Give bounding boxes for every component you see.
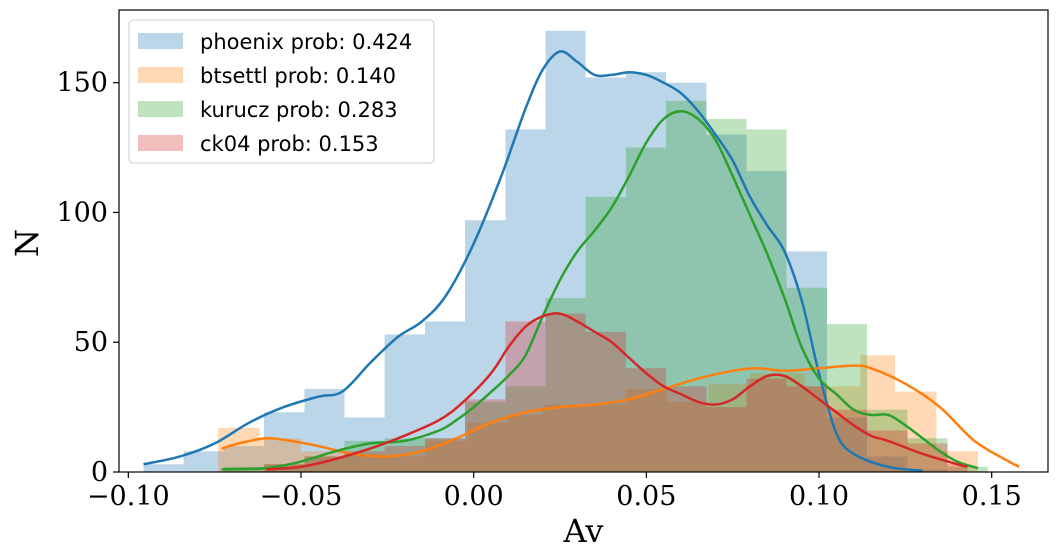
bar-btsettl-5 (425, 440, 467, 472)
bar-phoenix-1 (183, 451, 224, 472)
bar-ck04-7 (545, 313, 586, 472)
bar-kurucz-11 (666, 100, 707, 472)
x-axis-label: Av (563, 512, 604, 550)
legend-swatch-btsettl (138, 67, 183, 83)
bar-ck04-11 (706, 407, 747, 472)
legend-label-kurucz: kurucz prob: 0.283 (200, 98, 398, 122)
x-tick-label: −0.05 (260, 481, 343, 512)
x-tick-label: 0.10 (789, 481, 849, 512)
bar-kurucz-15 (826, 324, 868, 472)
legend-label-phoenix: phoenix prob: 0.424 (200, 30, 412, 54)
bar-kurucz-10 (625, 147, 667, 472)
legend-label-ck04: ck04 prob: 0.153 (200, 132, 379, 156)
bar-kurucz-6 (465, 401, 506, 472)
bar-kurucz-13 (746, 129, 787, 473)
legend-swatch-phoenix (138, 33, 183, 49)
bar-btsettl-0 (218, 427, 260, 472)
x-tick-label: 0.15 (962, 481, 1022, 512)
bar-kurucz-9 (585, 196, 626, 472)
bar-phoenix-16 (786, 251, 827, 472)
y-tick-label: 150 (56, 68, 108, 99)
bar-phoenix-12 (625, 72, 667, 472)
y-axis-ticks: 0 50 100 150 (56, 68, 119, 488)
bar-btsettl-10 (625, 388, 668, 472)
bar-btsettl-11 (667, 401, 709, 472)
bar-ck04-6 (505, 321, 546, 472)
kde-line-kurucz (221, 109, 979, 471)
x-axis-ticks: −0.10 −0.05 0.00 0.05 0.10 0.15 (87, 472, 1022, 512)
bar-btsettl-3 (342, 453, 384, 472)
legend-label-btsettl: btsettl prob: 0.140 (200, 64, 396, 88)
y-axis-label: N (8, 229, 46, 257)
y-tick-label: 50 (74, 327, 108, 358)
bar-kurucz-8 (545, 298, 586, 472)
bar-btsettl-7 (508, 414, 543, 472)
bar-ck04-10 (666, 386, 707, 472)
x-tick-label: 0.00 (444, 481, 504, 512)
bar-phoenix-13 (666, 82, 707, 472)
bar-btsettl-8 (542, 404, 585, 472)
bar-ck04-3 (384, 446, 425, 472)
bar-btsettl-12 (708, 383, 750, 472)
bar-phoenix-6 (384, 334, 425, 472)
bar-phoenix-11 (585, 77, 626, 472)
kde-line-btsettl (221, 364, 1020, 468)
plot-frame (118, 9, 1049, 473)
bar-ck04-16 (907, 443, 948, 472)
y-tick-label: 100 (56, 197, 108, 228)
legend-swatch-kurucz (138, 101, 183, 117)
bar-phoenix-19 (907, 469, 948, 472)
bar-btsettl-14 (805, 386, 861, 472)
bar-kurucz-7 (505, 386, 546, 472)
legend: phoenix prob: 0.424 btsettl prob: 0.140 ku… (128, 19, 435, 164)
x-tick-label: 0.05 (616, 481, 676, 512)
y-tick-label: 0 (91, 457, 108, 488)
bar-ck04-17 (947, 464, 968, 472)
legend-box (128, 19, 435, 164)
x-tick-label: −0.10 (87, 481, 170, 512)
bar-btsettl-4 (383, 456, 426, 472)
bar-btsettl-13 (749, 373, 806, 472)
bar-ck04-12 (746, 378, 787, 472)
bar-ck04-9 (625, 368, 667, 472)
kde-curves (143, 50, 1020, 472)
bar-btsettl-9 (584, 404, 626, 472)
bar-phoenix-0 (143, 464, 184, 472)
bar-kurucz-18 (947, 466, 988, 472)
bar-ck04-5 (465, 399, 506, 472)
kde-line-phoenix (143, 50, 923, 472)
bar-phoenix-10 (545, 30, 586, 473)
legend-swatch-ck04 (138, 135, 183, 151)
kde-line-ck04 (266, 312, 968, 471)
